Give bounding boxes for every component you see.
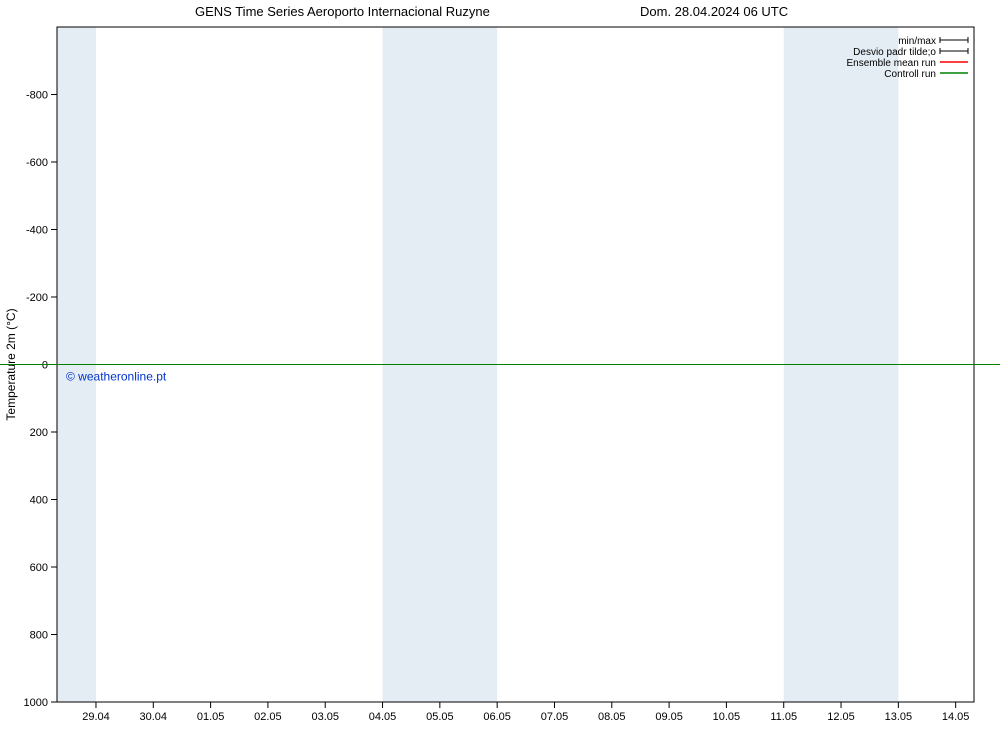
x-tick-label: 30.04	[140, 711, 168, 723]
legend-label: Controll run	[884, 69, 936, 80]
x-tick-label: 03.05	[311, 711, 339, 723]
x-tick-label: 06.05	[483, 711, 511, 723]
y-tick-label: 800	[30, 630, 48, 642]
chart-container: -800-600-400-20002004006008001000Tempera…	[0, 0, 1000, 733]
y-tick-label: 1000	[24, 697, 48, 709]
y-tick-label: 400	[30, 495, 48, 507]
y-tick-label: 0	[42, 360, 48, 372]
legend-label: Ensemble mean run	[847, 58, 937, 69]
legend-label: Desvio padr tilde;o	[853, 47, 936, 58]
x-tick-label: 09.05	[655, 711, 683, 723]
x-tick-label: 10.05	[713, 711, 741, 723]
y-tick-label: 600	[30, 562, 48, 574]
x-tick-label: 02.05	[254, 711, 282, 723]
x-tick-label: 04.05	[369, 711, 397, 723]
chart-title-left: GENS Time Series Aeroporto Internacional…	[195, 4, 490, 19]
x-tick-label: 01.05	[197, 711, 225, 723]
x-tick-label: 29.04	[82, 711, 110, 723]
x-tick-label: 14.05	[942, 711, 970, 723]
x-tick-label: 11.05	[770, 711, 797, 723]
x-tick-label: 12.05	[827, 711, 855, 723]
chart-svg: -800-600-400-20002004006008001000Tempera…	[0, 0, 1000, 733]
x-tick-label: 05.05	[426, 711, 454, 723]
y-tick-label: 200	[30, 427, 48, 439]
x-tick-label: 07.05	[541, 711, 569, 723]
x-tick-label: 13.05	[885, 711, 913, 723]
y-tick-label: -800	[26, 90, 48, 102]
y-tick-label: -400	[26, 225, 48, 237]
y-tick-label: -200	[26, 292, 48, 304]
x-tick-label: 08.05	[598, 711, 626, 723]
legend-label: min/max	[898, 36, 936, 47]
y-tick-label: -600	[26, 157, 48, 169]
watermark: © weatheronline.pt	[66, 370, 167, 384]
chart-title-right: Dom. 28.04.2024 06 UTC	[640, 4, 788, 19]
